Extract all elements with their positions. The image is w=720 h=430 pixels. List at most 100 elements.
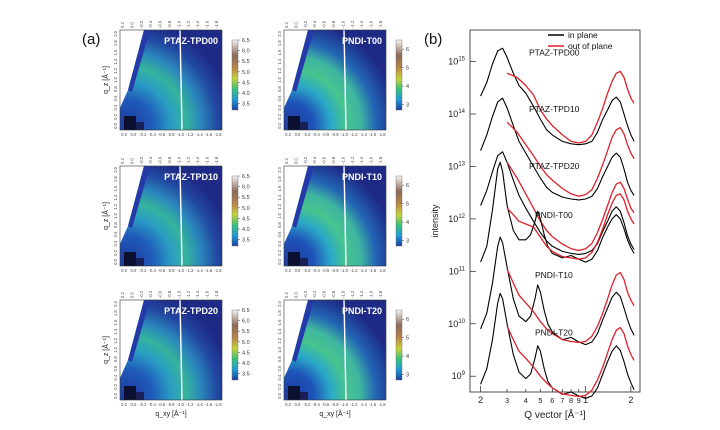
series-line-ptaz-tpd20-in-plane bbox=[480, 151, 635, 255]
colorbar-tick-label: 5.5 bbox=[242, 329, 250, 335]
map-bottom-tick-label: -1.4 bbox=[196, 402, 204, 407]
y-tick-exp: 9 bbox=[462, 371, 466, 377]
map-top-tick-label: -1.8 bbox=[378, 156, 383, 164]
map-side-tick-label: 0.4 bbox=[113, 240, 118, 246]
map-side-tick-label: 1.6 bbox=[113, 49, 118, 55]
map-top-tick-label: 0.2 bbox=[284, 22, 289, 28]
map-side-tick-label: 0.8 bbox=[277, 86, 282, 92]
map-top-tick-label: -1.6 bbox=[369, 20, 374, 28]
map-side-tick-label: 0.0 bbox=[113, 258, 118, 264]
map-side-tick-label: 0.6 bbox=[113, 365, 118, 371]
sample-label: PTAZ-TPD10 bbox=[529, 104, 580, 114]
map-bottom-tick-label: -1.8 bbox=[378, 402, 386, 407]
map-bottom-tick-label: -0.8 bbox=[331, 402, 339, 407]
map-bottom-tick-label: -0.6 bbox=[158, 132, 166, 137]
map-xlabel: q_xy [Å⁻¹] bbox=[155, 409, 186, 418]
map-side-tick-label: 1.2 bbox=[113, 203, 118, 209]
colorbar-tick-label: 5.5 bbox=[242, 59, 250, 65]
map-bottom-tick-label: -0.6 bbox=[322, 132, 330, 137]
map-side-tick-label: 0.2 bbox=[113, 113, 118, 119]
sample-label: PNDI-T10 bbox=[535, 270, 573, 280]
map-side-tick-label: 2.0 bbox=[113, 166, 118, 172]
beamstop-shadow bbox=[300, 258, 308, 266]
series-line-pndi-t10-in-plane bbox=[480, 236, 635, 346]
map-bottom-tick-label: -0.6 bbox=[322, 402, 330, 407]
map-bottom-tick-label: -1.6 bbox=[205, 402, 213, 407]
colorbar-tick-label: 3 bbox=[406, 372, 409, 378]
map-bottom-tick-label: 0.0 bbox=[294, 268, 300, 273]
map-bottom-tick-label: -1.8 bbox=[378, 268, 386, 273]
colorbar-tick-label: 4.5 bbox=[242, 216, 250, 222]
map-top-tick-label: 0.2 bbox=[284, 292, 289, 298]
map-top-tick-label: -0.2 bbox=[139, 290, 144, 298]
map-ylabel: q_z [Å⁻¹] bbox=[101, 202, 110, 230]
map-side-tick-label: 2.0 bbox=[277, 166, 282, 172]
map-frame bbox=[119, 165, 223, 267]
map-side-tick-label: 1.0 bbox=[113, 76, 118, 82]
map-top-tick-label: -1.4 bbox=[195, 290, 200, 298]
y-tick-exp: 15 bbox=[458, 57, 465, 63]
colorbar bbox=[231, 39, 239, 111]
map-top-tick-label: 0.2 bbox=[120, 292, 125, 298]
map-bottom-tick-label: 0.2 bbox=[285, 132, 291, 137]
map-top-tick-label: -1.2 bbox=[350, 156, 355, 164]
map-bottom-tick-label: 0.2 bbox=[121, 402, 127, 407]
map-bottom-tick-label: -1.8 bbox=[214, 402, 222, 407]
map-side-tick-label: 1.8 bbox=[113, 176, 118, 182]
colorbar-tick-label: 3.5 bbox=[242, 372, 250, 378]
map-side-tick-label: 1.2 bbox=[113, 67, 118, 73]
map-bottom-tick-label: -1.0 bbox=[341, 268, 349, 273]
x-tick-label: 1 bbox=[583, 395, 588, 405]
colorbar-tick-label: 5 bbox=[406, 336, 409, 342]
map-bottom-tick-label: 0.2 bbox=[121, 132, 127, 137]
map-bottom-tick-label: -1.8 bbox=[214, 268, 222, 273]
wedge-edge bbox=[128, 300, 150, 362]
map-top-tick-label: -1.6 bbox=[205, 290, 210, 298]
map-bottom-tick-label: -0.2 bbox=[139, 132, 147, 137]
map-bottom-tick-label: -0.2 bbox=[139, 268, 147, 273]
colorbar bbox=[231, 309, 239, 381]
map-side-tick-label: 1.2 bbox=[277, 67, 282, 73]
map-side-tick-label: 1.6 bbox=[277, 185, 282, 191]
map-bottom-tick-label: -0.8 bbox=[167, 132, 175, 137]
map-top-tick-label: -1.2 bbox=[350, 290, 355, 298]
colorbar-tick-label: 3 bbox=[406, 238, 409, 244]
map-side-tick-label: 0.8 bbox=[113, 86, 118, 92]
map-bottom-tick-label: -1.0 bbox=[177, 268, 185, 273]
wedge-edge bbox=[292, 166, 314, 228]
map-side-tick-label: 0.2 bbox=[277, 113, 282, 119]
colorbar-tick-label: 6 bbox=[406, 317, 409, 323]
y-tick-exp: 10 bbox=[458, 319, 465, 325]
y-tick-label: 1010 bbox=[448, 319, 465, 329]
map-top-tick-label: -0.4 bbox=[312, 156, 317, 164]
map-top-tick-label: -1.0 bbox=[176, 290, 181, 298]
map-top-tick-label: -1.0 bbox=[340, 20, 345, 28]
map-top-tick-label: 0.0 bbox=[293, 292, 298, 298]
map-top-tick-label: -0.4 bbox=[312, 20, 317, 28]
map-side-tick-label: 2.0 bbox=[277, 300, 282, 306]
map-bottom-tick-label: -1.6 bbox=[369, 402, 377, 407]
map-side-tick-label: 0.2 bbox=[113, 383, 118, 389]
map-side-tick-label: 0.2 bbox=[113, 249, 118, 255]
map-frame bbox=[283, 29, 387, 131]
colorbar-tick-label: 3.5 bbox=[242, 102, 250, 108]
y-tick-exp: 13 bbox=[458, 161, 465, 167]
map-top-tick-label: -0.6 bbox=[322, 20, 327, 28]
map-side-tick-label: 0.4 bbox=[113, 374, 118, 380]
map-side-tick-label: 0.4 bbox=[277, 374, 282, 380]
colorbar-tick-label: 4.0 bbox=[242, 361, 250, 367]
x-tick-label: 2 bbox=[628, 395, 633, 405]
map-side-tick-label: 1.0 bbox=[277, 346, 282, 352]
map-bottom-tick-label: -0.4 bbox=[313, 132, 321, 137]
map-side-tick-label: 1.6 bbox=[277, 319, 282, 325]
beamstop bbox=[124, 386, 136, 400]
map-top-tick-label: -1.2 bbox=[186, 20, 191, 28]
map-side-tick-label: 0.6 bbox=[113, 95, 118, 101]
colorbar-tick-label: 4.5 bbox=[242, 350, 250, 356]
beamstop-shadow bbox=[300, 392, 308, 400]
map-bottom-tick-label: -1.4 bbox=[360, 268, 368, 273]
missing-wedge bbox=[120, 300, 144, 378]
map-top-tick-label: -0.6 bbox=[322, 290, 327, 298]
